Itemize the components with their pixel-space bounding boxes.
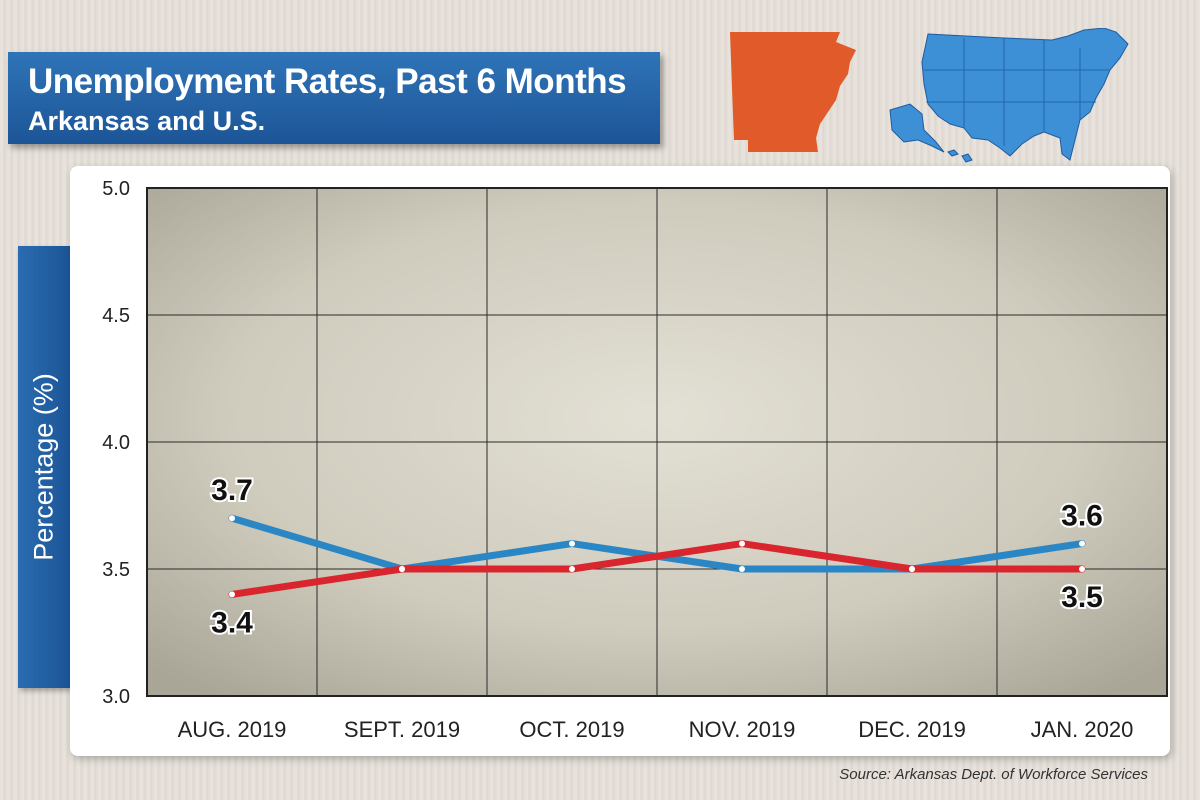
data-point (569, 540, 575, 547)
data-point (1079, 566, 1085, 572)
data-point (739, 540, 745, 547)
x-tick-label: OCT. 2019 (519, 717, 624, 742)
data-label: 3.7 (211, 474, 253, 507)
y-axis-label: Percentage (%) (28, 373, 59, 561)
data-label: 3.5 (1061, 581, 1103, 614)
line-chart: 3.0 3.5 4.0 4.5 5.0 AUG. 2019 SEPT. 2019 OCT. 2… (102, 178, 1168, 742)
data-label: 3.4 (211, 606, 253, 639)
data-point (739, 566, 745, 572)
source-note: Source: Arkansas Dept. of Workforce Serv… (839, 766, 1148, 783)
chart-card: 3.0 3.5 4.0 4.5 5.0 AUG. 2019 SEPT. 2019 OCT. 2… (70, 166, 1170, 756)
y-tick-label: 4.0 (102, 432, 130, 454)
data-point (399, 566, 405, 572)
y-tick-label: 4.5 (102, 305, 130, 327)
y-tick-label: 3.5 (102, 559, 130, 581)
x-tick-label: JAN. 2020 (1031, 717, 1134, 742)
x-tick-label: SEPT. 2019 (344, 717, 460, 742)
x-tick-label: DEC. 2019 (858, 717, 966, 742)
data-point (569, 566, 575, 572)
data-point (909, 566, 915, 572)
arkansas-map-icon (730, 32, 856, 152)
us-map-icon (889, 28, 1129, 163)
title-banner: Unemployment Rates, Past 6 Months Arkans… (8, 52, 660, 144)
chart-subtitle: Arkansas and U.S. (28, 106, 266, 136)
x-tick-label: NOV. 2019 (689, 717, 796, 742)
y-axis-label-bar: Percentage (%) (18, 246, 70, 688)
y-tick-label: 5.0 (102, 178, 130, 200)
data-point (229, 515, 235, 522)
chart-title: Unemployment Rates, Past 6 Months (28, 62, 627, 101)
data-point (1079, 540, 1085, 547)
series-line-2 (228, 540, 1086, 598)
data-point (229, 591, 235, 598)
data-label: 3.6 (1061, 500, 1103, 533)
x-tick-label: AUG. 2019 (178, 717, 287, 742)
y-tick-label: 3.0 (102, 686, 130, 708)
